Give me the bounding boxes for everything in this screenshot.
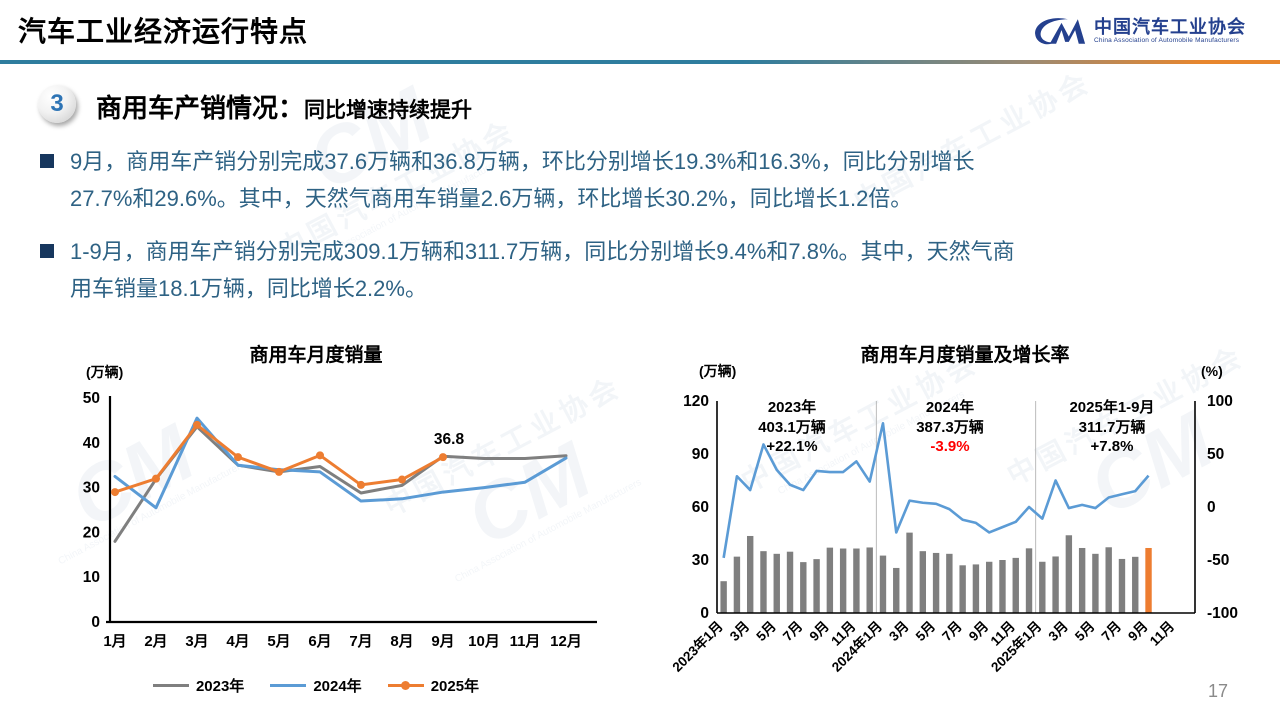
svg-text:12月: 12月 xyxy=(550,633,582,650)
svg-text:(万辆): (万辆) xyxy=(699,363,736,379)
svg-text:5月: 5月 xyxy=(1072,619,1097,644)
legend-item-2024: 2024年 xyxy=(270,675,362,696)
legend-item-2025: 2025年 xyxy=(387,675,479,696)
svg-text:(万辆): (万辆) xyxy=(86,364,123,380)
right-chart-title: 商用车月度销量及增长率 xyxy=(860,345,1070,366)
svg-text:5月: 5月 xyxy=(753,619,778,644)
svg-text:30: 30 xyxy=(692,552,709,569)
svg-text:2023年1月: 2023年1月 xyxy=(669,618,726,675)
svg-text:9月: 9月 xyxy=(431,633,454,650)
caam-logo-icon xyxy=(1035,18,1086,45)
bullet-square-icon xyxy=(40,243,54,258)
svg-text:3月: 3月 xyxy=(185,633,208,650)
svg-text:30: 30 xyxy=(83,480,100,497)
sales-bars xyxy=(720,532,1152,613)
svg-text:9月: 9月 xyxy=(966,619,991,644)
svg-text:0: 0 xyxy=(700,605,709,622)
bullet-item: 1-9月，商用车产销分别完成309.1万辆和311.7万辆，同比分别增长9.4%… xyxy=(40,234,1265,308)
svg-text:90: 90 xyxy=(692,446,709,463)
svg-text:3月: 3月 xyxy=(886,619,911,644)
svg-text:0: 0 xyxy=(91,614,100,631)
growth-annotation-2: 2024年 387.3万辆 -3.9% xyxy=(875,398,1025,457)
svg-text:6月: 6月 xyxy=(308,633,331,650)
growth-rate-line xyxy=(722,421,1150,559)
caam-logo-text: 中国汽车工业协会 China Association of Automobile… xyxy=(1094,16,1246,45)
bullet-item: 9月，商用车产销分别完成37.6万辆和36.8万辆，环比分别增长19.3%和16… xyxy=(40,144,1265,218)
caam-logo: 中国汽车工业协会 China Association of Automobile… xyxy=(1028,12,1246,50)
growth-annotation-2-pct: -3.9% xyxy=(930,438,970,455)
bullet-text: 9月，商用车产销分别完成37.6万辆和36.8万辆，环比分别增长19.3%和16… xyxy=(70,149,975,174)
monthly-sales-line-chart: (万辆) 0 10 20 30 40 50 1月 2月 3月 4月 5月 6月 7月 8月 9月 10月 11月 1… xyxy=(83,364,597,650)
svg-text:9月: 9月 xyxy=(1125,619,1150,644)
org-name-en: China Association of Automobile Manufact… xyxy=(1094,37,1240,45)
svg-text:20: 20 xyxy=(83,524,100,541)
svg-text:50: 50 xyxy=(1207,446,1224,463)
svg-text:50: 50 xyxy=(83,390,100,407)
bullet-text: 用车销量18.1万辆，同比增长2.2%。 xyxy=(70,275,427,301)
monthly-sales-chart-panel: 商用车月度销量 (万辆) 0 10 20 30 40 50 1月 2月 3月 4月 5月 6月 7月 8月 9… xyxy=(60,338,640,719)
svg-text:11月: 11月 xyxy=(1147,619,1177,649)
svg-text:2月: 2月 xyxy=(144,633,167,650)
svg-text:-100: -100 xyxy=(1207,605,1238,622)
growth-annotation-1-pct: +22.1% xyxy=(766,438,818,455)
section-subtitle: 同比增速持续提升 xyxy=(304,99,473,122)
svg-text:7月: 7月 xyxy=(349,633,372,650)
svg-text:7月: 7月 xyxy=(1099,619,1124,644)
page-title: 汽车工业经济运行特点 xyxy=(18,16,309,47)
growth-annotation-3: 2025年1-9月 311.7万辆 +7.8% xyxy=(1037,398,1187,457)
svg-text:40: 40 xyxy=(83,435,100,452)
svg-text:3月: 3月 xyxy=(1046,619,1071,644)
org-name-cn: 中国汽车工业协会 xyxy=(1094,16,1246,37)
legend-swatch-0 xyxy=(152,683,189,688)
svg-text:10: 10 xyxy=(83,569,100,586)
svg-text:10月: 10月 xyxy=(468,633,500,650)
svg-text:36.8: 36.8 xyxy=(434,431,465,448)
bullet-text: 27.7%和29.6%。其中，天然气商用车销量2.6万辆，环比增长30.2%，同… xyxy=(70,185,913,211)
bullet-list: 9月，商用车产销分别完成37.6万辆和36.8万辆，环比分别增长19.3%和16… xyxy=(40,144,1265,324)
svg-text:11月: 11月 xyxy=(510,633,541,650)
legend-item-2023: 2023年 xyxy=(152,675,244,696)
bullet-square-icon xyxy=(40,154,54,168)
left-chart-legend: 2023年 2024年 2025年 xyxy=(60,675,572,696)
svg-text:1月: 1月 xyxy=(103,633,126,650)
svg-text:-50: -50 xyxy=(1207,552,1229,569)
svg-text:60: 60 xyxy=(692,499,709,516)
svg-text:(%): (%) xyxy=(1201,363,1223,379)
page-number: 17 xyxy=(1208,681,1229,701)
svg-text:5月: 5月 xyxy=(267,633,290,650)
section-number-badge: 3 xyxy=(38,85,76,123)
section-heading: 商用车产销情况： 同比增速持续提升 xyxy=(96,88,472,125)
legend-swatch-1 xyxy=(270,683,307,688)
sales-growth-chart-panel: 商用车月度销量及增长率 (万辆) (%) 0 30 60 90 120 -100 -50 0 50 1… xyxy=(655,338,1280,719)
section-title: 商用车产销情况： xyxy=(96,93,305,123)
svg-text:0: 0 xyxy=(1207,499,1216,516)
svg-text:7月: 7月 xyxy=(780,619,805,644)
left-chart-title: 商用车月度销量 xyxy=(249,345,383,366)
svg-text:120: 120 xyxy=(683,393,709,410)
svg-text:8月: 8月 xyxy=(390,633,413,650)
svg-text:4月: 4月 xyxy=(226,633,249,650)
svg-text:5月: 5月 xyxy=(913,619,938,644)
bullet-text: 1-9月，商用车产销分别完成309.1万辆和311.7万辆，同比分别增长9.4%… xyxy=(70,238,1015,264)
svg-text:3月: 3月 xyxy=(727,619,752,644)
header-divider xyxy=(0,60,1280,64)
svg-text:100: 100 xyxy=(1207,393,1233,410)
svg-text:9月: 9月 xyxy=(807,619,832,644)
growth-annotation-1: 2023年 403.1万辆 +22.1% xyxy=(717,398,867,457)
legend-swatch-2 xyxy=(387,681,424,689)
svg-text:7月: 7月 xyxy=(939,619,964,644)
growth-annotation-3-pct: +7.8% xyxy=(1090,438,1134,455)
